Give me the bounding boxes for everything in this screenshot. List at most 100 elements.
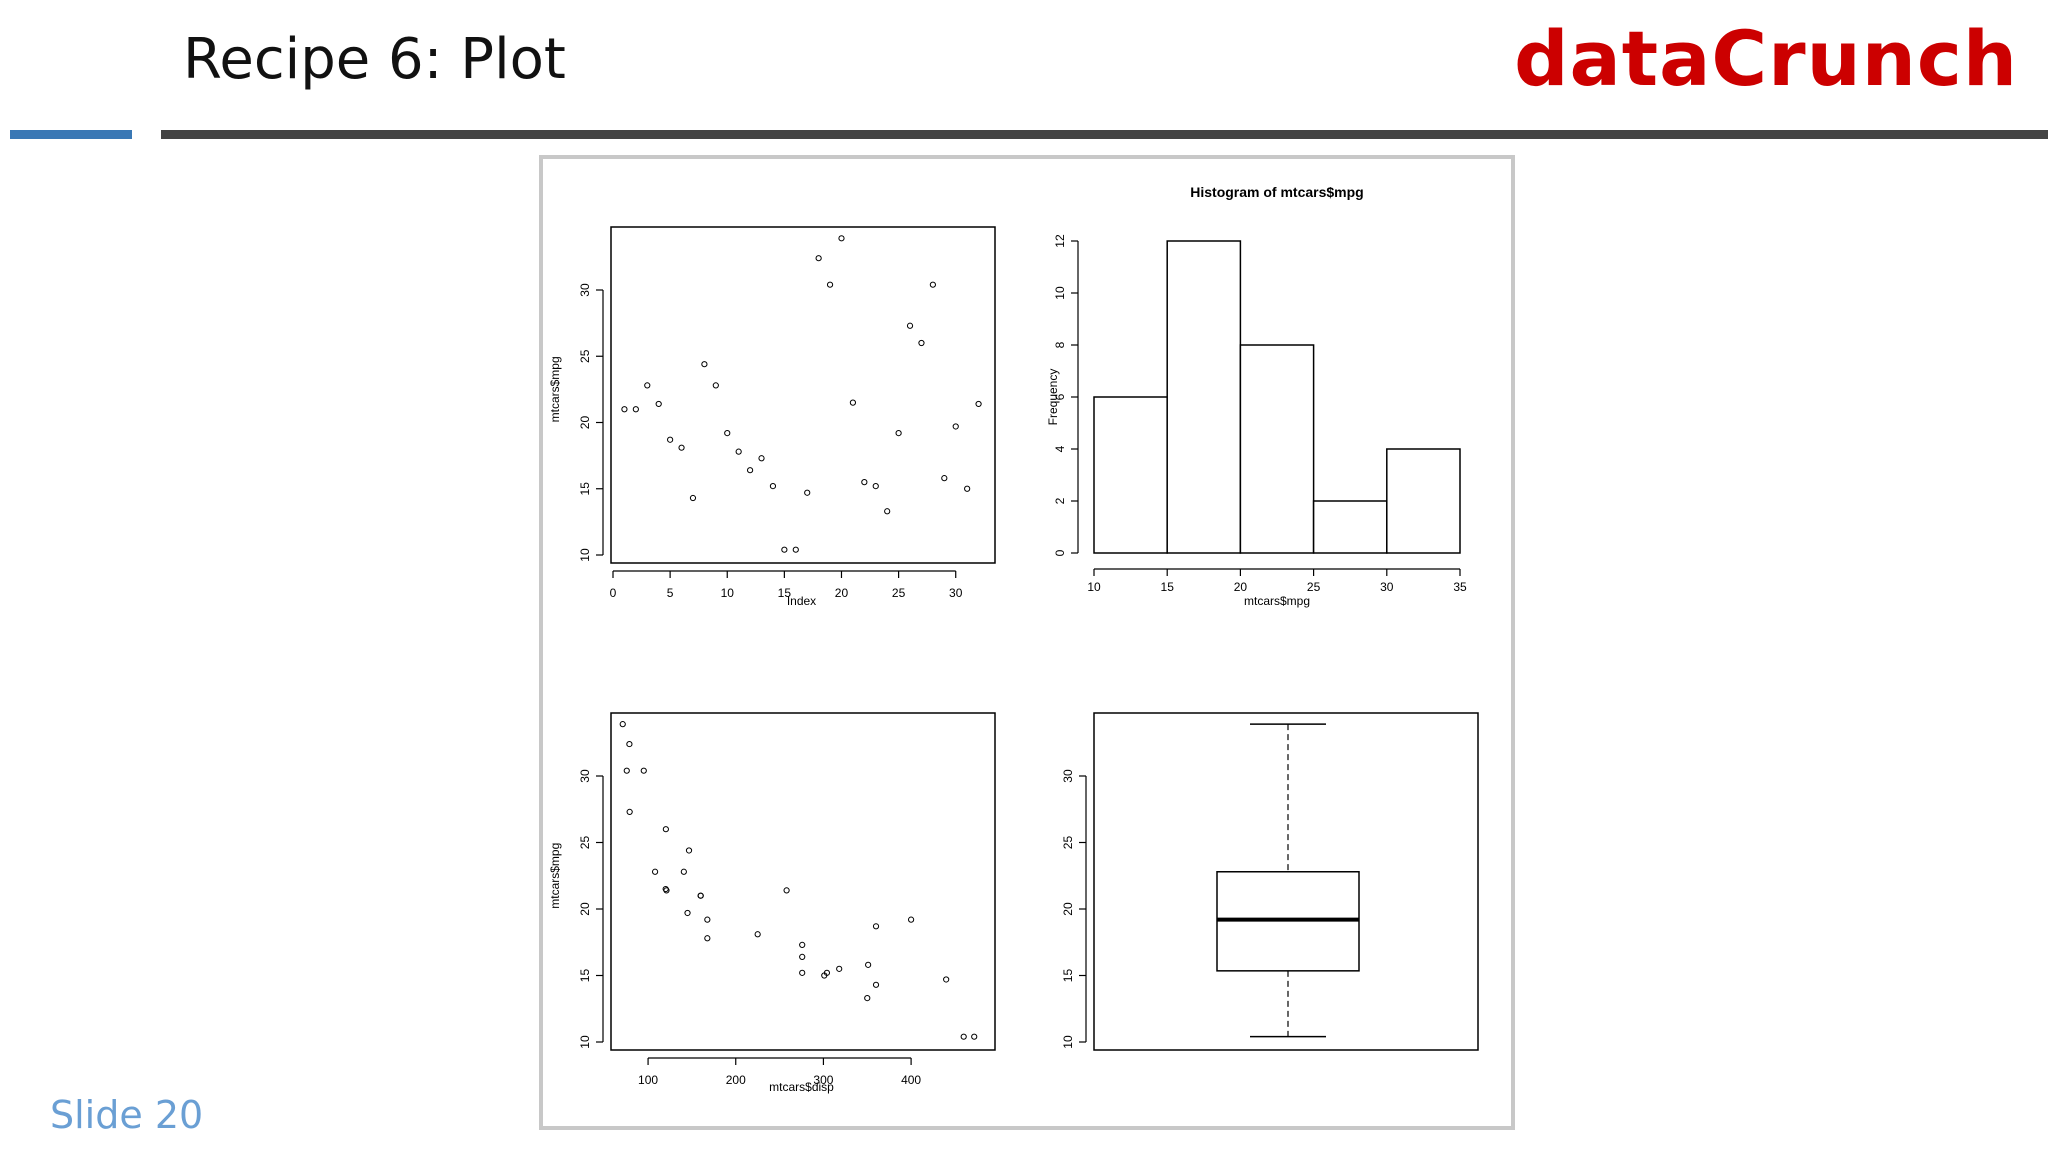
- data-point: [685, 847, 693, 854]
- x-tick-label: 5: [667, 586, 674, 600]
- x-tick-label: 200: [726, 1073, 746, 1087]
- x-tick-label: 10: [721, 586, 735, 600]
- chart-figure: 10 15 20 25 30 mtcars$mpg 0 5 10 15 20 25 30 Index His…: [548, 184, 1479, 1094]
- data-point: [626, 808, 633, 816]
- y-tick-label: 10: [1061, 1035, 1075, 1049]
- data-point: [684, 909, 691, 917]
- data-point: [619, 721, 626, 728]
- x-tick-label: 30: [949, 586, 963, 600]
- data-point: [626, 740, 633, 748]
- data-point: [712, 382, 719, 389]
- histogram-bar: [1166, 240, 1242, 554]
- data-point: [697, 892, 704, 899]
- x-axis-title: mtcars$mpg: [1244, 594, 1310, 608]
- y-tick-label: 15: [1061, 969, 1075, 983]
- data-point: [941, 475, 948, 482]
- data-point: [864, 995, 871, 1002]
- x-tick-label: 100: [638, 1073, 658, 1087]
- data-point: [861, 479, 868, 486]
- data-point: [735, 448, 742, 455]
- histogram-bar: [1386, 448, 1461, 554]
- data-point: [678, 444, 685, 451]
- data-point: [689, 494, 697, 502]
- y-tick-label: 25: [1061, 836, 1075, 850]
- x-tick-label: 30: [1380, 580, 1394, 594]
- y-tick-label: 15: [578, 969, 592, 983]
- y-tick-label: 12: [1053, 234, 1067, 248]
- plot-box: [610, 712, 996, 1051]
- data-point: [746, 467, 754, 474]
- y-axis-title: mtcars$mpg: [548, 356, 562, 422]
- data-point: [872, 923, 880, 930]
- x-tick-label: 400: [901, 1073, 921, 1087]
- data-point: [943, 976, 950, 983]
- y-tick-label: 25: [578, 836, 592, 850]
- data-point: [849, 399, 857, 406]
- data-point: [929, 281, 936, 288]
- data-point: [724, 430, 731, 437]
- y-tick-label: 8: [1053, 341, 1067, 348]
- x-tick-label: 20: [1234, 580, 1248, 594]
- histogram-bar: [1239, 344, 1315, 554]
- data-point: [651, 868, 659, 875]
- data-point: [821, 972, 828, 979]
- accent-rule: [10, 130, 132, 139]
- data-point: [865, 961, 872, 968]
- y-tick-label: 15: [578, 482, 592, 496]
- y-tick-label: 20: [578, 416, 592, 430]
- data-point: [804, 489, 811, 496]
- data-point: [662, 826, 669, 833]
- data-point: [895, 430, 902, 437]
- brand-logo: dataCrunch: [1514, 14, 2018, 103]
- data-point: [792, 546, 799, 553]
- y-tick-label: 10: [1053, 286, 1067, 300]
- data-point: [621, 406, 628, 413]
- x-axis-title: Index: [787, 594, 816, 608]
- y-tick-label: 4: [1053, 445, 1067, 452]
- y-tick-label: 0: [1053, 549, 1067, 556]
- chart-title: Histogram of mtcars$mpg: [1190, 184, 1363, 200]
- data-point: [640, 767, 647, 774]
- y-tick-label: 10: [578, 1035, 592, 1049]
- data-point: [644, 382, 651, 389]
- data-point: [701, 361, 708, 368]
- y-tick-label: 20: [1061, 902, 1075, 916]
- data-point: [754, 931, 761, 938]
- histogram-bar: [1093, 396, 1168, 554]
- data-point: [663, 887, 670, 894]
- data-point: [632, 406, 639, 413]
- plot-box: [1093, 712, 1479, 1051]
- data-point: [799, 941, 806, 949]
- x-tick-label: 10: [1087, 580, 1101, 594]
- x-tick-label: 300: [813, 1073, 833, 1087]
- data-point: [799, 953, 806, 960]
- y-tick-label: 25: [578, 349, 592, 363]
- data-point: [884, 508, 891, 515]
- data-point: [964, 485, 971, 492]
- data-point: [667, 436, 674, 443]
- data-point: [836, 965, 843, 972]
- data-point: [907, 916, 915, 923]
- x-tick-label: 20: [835, 586, 849, 600]
- data-point: [769, 483, 777, 490]
- x-tick-label: 25: [892, 586, 906, 600]
- y-tick-label: 20: [578, 902, 592, 916]
- y-tick-label: 10: [578, 548, 592, 562]
- y-axis-title: Frequency: [1046, 369, 1060, 426]
- data-point: [758, 455, 765, 462]
- y-tick-label: 2: [1053, 497, 1067, 504]
- data-point: [826, 281, 834, 288]
- data-point: [872, 483, 879, 490]
- data-point: [952, 423, 959, 430]
- data-point: [704, 916, 711, 923]
- figure-frame: 10 15 20 25 30 mtcars$mpg 0 5 10 15 20 25 30 Index His…: [539, 155, 1515, 1130]
- plot-box: [610, 226, 996, 564]
- data-point: [918, 339, 925, 347]
- header-rule: [161, 130, 2048, 139]
- data-point: [704, 935, 711, 942]
- data-point: [838, 235, 845, 242]
- data-point: [872, 981, 880, 988]
- data-point: [781, 546, 788, 553]
- x-tick-label: 15: [778, 586, 792, 600]
- y-tick-label: 30: [578, 769, 592, 783]
